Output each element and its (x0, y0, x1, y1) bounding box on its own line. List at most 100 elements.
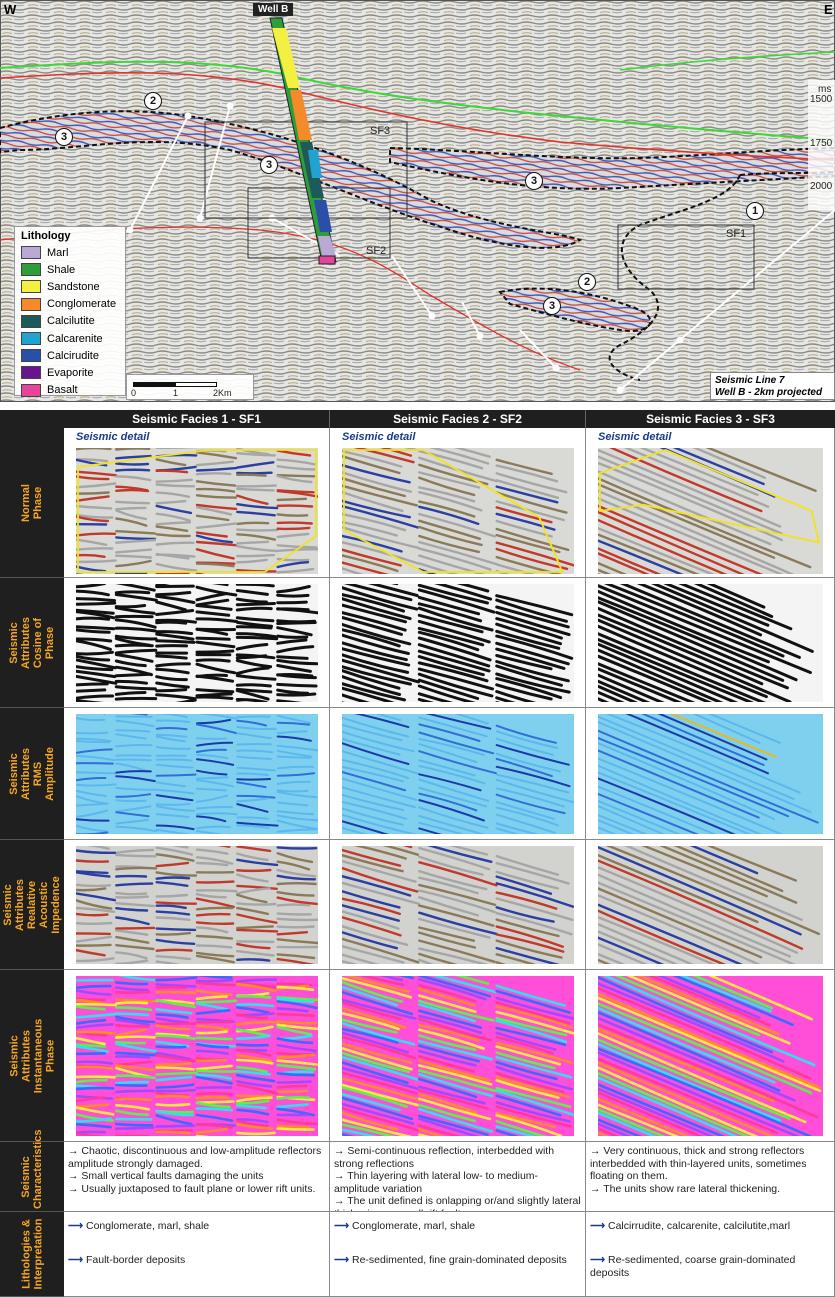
legend-item: Calcirudite (21, 347, 119, 364)
row-label-text: Normal Phase (20, 483, 44, 522)
table-cell (330, 840, 586, 970)
legend-swatch (21, 366, 41, 380)
line-title: Seismic Line 7 (715, 375, 785, 386)
row-label-text: Seismic Attributes RMS Amplitude (8, 746, 56, 801)
row-label-text: Seismic Attributes Realative Acoustic Im… (2, 875, 62, 934)
table-cell: → Very continuous, thick and strong refl… (586, 1142, 835, 1212)
west-label: W (4, 2, 17, 17)
legend-item: Marl (21, 244, 119, 261)
table-cell (64, 578, 330, 708)
attribute-panel-rai (598, 846, 823, 964)
table-cell (330, 708, 586, 840)
box-label-sf2: SF2 (366, 245, 387, 257)
table-cell: ⟶ Conglomerate, marl, shale ⟶ Fault-borde… (64, 1212, 330, 1297)
scale-tick-0: 0 (131, 388, 137, 398)
seismic-detail-label: Seismic detail (76, 431, 150, 443)
row-label-text: Seismic Attributes Instantaneous Phase (8, 1018, 57, 1093)
facies-table: Seismic Facies 1 - SF1 Seismic Facies 2 … (0, 410, 835, 1297)
time-tick-1500: 1500 (810, 94, 833, 105)
lithology-legend: Lithology Marl Shale Sandstone Conglomerate… (14, 226, 126, 399)
scale-tick-1: 1 (173, 388, 179, 398)
table-cell (330, 578, 586, 708)
characteristics-text: → Very continuous, thick and strong refl… (590, 1145, 807, 1195)
legend-swatch (21, 246, 41, 260)
attribute-panel-rai (76, 846, 318, 964)
horizon-red-upper (0, 72, 835, 161)
line-info-box: Seismic Line 7 Well B - 2km projected (710, 372, 835, 400)
corner-cell (0, 410, 64, 428)
row-label-text: Seismic Attributes Cosine of Phase (8, 616, 56, 669)
table-cell: Seismic detail (330, 428, 586, 578)
arrow-icon: ⟶ (590, 1254, 606, 1266)
attribute-panel-inst (598, 976, 823, 1136)
row-label-normal-phase: Normal Phase (0, 428, 64, 578)
attribute-panel-rms (342, 714, 574, 834)
legend-swatch (21, 383, 41, 397)
legend-item: Shale (21, 261, 119, 278)
arrow-icon: ⟶ (590, 1220, 606, 1232)
table-cell (64, 840, 330, 970)
lithology-text: Conglomerate, marl, shale (351, 1220, 476, 1232)
time-tick-1750: 1750 (810, 138, 833, 149)
row-label-lithologies: Lithologies & Interpretation (0, 1212, 64, 1297)
legend-swatch (21, 332, 41, 346)
lithology-text: Conglomerate, marl, shale (85, 1220, 210, 1232)
facies-marker-3: 3 (525, 172, 543, 190)
table-cell: Seismic detail (586, 428, 835, 578)
table-cell (330, 970, 586, 1142)
lithology-text: Calcirrudite, calcarenite, calcilutite,m… (607, 1220, 791, 1232)
characteristics-text: → Chaotic, discontinuous and low-amplitu… (68, 1145, 322, 1195)
legend-swatch (21, 280, 41, 294)
characteristics-text: → Semi-continuous reflection, interbedde… (334, 1145, 581, 1211)
interpretation-text: Re-sedimented, fine grain-dominated depo… (351, 1254, 567, 1266)
box-sf1 (617, 224, 755, 290)
arrow-icon: ⟶ (68, 1220, 84, 1232)
legend-swatch (21, 263, 41, 277)
table-cell (64, 708, 330, 840)
time-unit-label: ms (818, 84, 832, 95)
attribute-panel-inst (76, 976, 318, 1136)
legend-swatch (21, 314, 41, 328)
horizon-green-east (619, 51, 835, 71)
legend-label: Basalt (47, 384, 78, 397)
arrow-icon: ⟶ (334, 1254, 350, 1266)
facies-marker-2: 2 (578, 273, 596, 291)
box-label-sf1: SF1 (726, 228, 747, 240)
column-header-sf2: Seismic Facies 2 - SF2 (330, 410, 586, 428)
time-tick-2000: 2000 (810, 181, 833, 192)
attribute-panel-rai (342, 846, 574, 964)
legend-item: Basalt (21, 382, 119, 399)
facies-1-boundary (608, 174, 741, 381)
row-label-text: Lithologies & Interpretation (20, 1218, 45, 1290)
facies-marker-3: 3 (543, 297, 561, 315)
row-label-acoustic-impedence: Seismic Attributes Realative Acoustic Im… (0, 840, 64, 970)
attribute-panel-inst (342, 976, 574, 1136)
table-cell: Seismic detail (64, 428, 330, 578)
horizon-green (0, 60, 835, 141)
table-cell: ⟶ Conglomerate, marl, shale ⟶ Re-sediment… (330, 1212, 586, 1297)
legend-label: Evaporite (47, 366, 94, 379)
legend-item: Sandstone (21, 278, 119, 295)
seismic-detail-label: Seismic detail (598, 431, 672, 443)
attribute-panel-rms (598, 714, 823, 834)
attribute-panel-cosine (76, 584, 318, 702)
table-cell (586, 970, 835, 1142)
column-header-sf1: Seismic Facies 1 - SF1 (64, 410, 330, 428)
line-subtitle: Well B - 2km projected (715, 387, 823, 398)
legend-label: Calcirudite (47, 349, 99, 362)
attribute-panel-cosine (342, 584, 574, 702)
legend-label: Shale (47, 263, 76, 276)
legend-item: Evaporite (21, 364, 119, 381)
seismic-detail-label: Seismic detail (342, 431, 416, 443)
attribute-panel-normal (342, 448, 574, 574)
legend-label: Calcarenite (47, 332, 103, 345)
legend-item: Calcarenite (21, 330, 119, 347)
table-cell (586, 840, 835, 970)
attribute-panel-normal (76, 448, 318, 574)
row-label-cosine-phase: Seismic Attributes Cosine of Phase (0, 578, 64, 708)
table-cell: ⟶ Calcirrudite, calcarenite, calcilutite… (586, 1212, 835, 1297)
facies-marker-3: 3 (55, 128, 73, 146)
table-cell (64, 970, 330, 1142)
legend-swatch (21, 349, 41, 363)
row-label-instantaneous-phase: Seismic Attributes Instantaneous Phase (0, 970, 64, 1142)
